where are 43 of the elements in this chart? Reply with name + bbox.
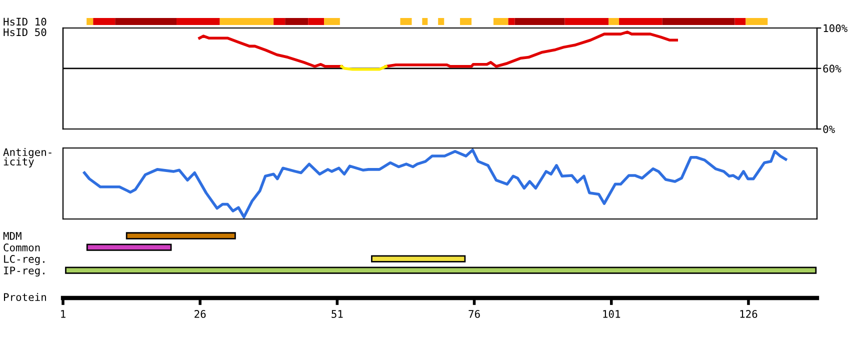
y-tick-label: Common (4, 244, 40, 252)
y2-tick-label: 0% (823, 125, 835, 134)
x-tick-label: 76 (468, 310, 480, 318)
bar (86, 18, 94, 25)
bar (422, 18, 428, 25)
bar (734, 18, 746, 25)
bar (564, 18, 609, 25)
bar (308, 18, 324, 25)
x-tick-label: 101 (603, 310, 620, 318)
bar (508, 18, 515, 25)
bar (514, 18, 565, 25)
y2-tick-label: 100% (824, 24, 848, 32)
x-tick-label: 126 (740, 310, 758, 318)
y2-tick-label: 60% (823, 64, 842, 73)
bar (65, 266, 817, 274)
bar (274, 18, 286, 25)
bar (324, 18, 340, 25)
y-tick-label: IP-reg. (4, 266, 44, 277)
y-tick-label: MDM (3, 232, 22, 240)
bar (493, 18, 508, 25)
bar (220, 18, 274, 25)
bar (115, 18, 177, 25)
y-axis-title: HsID 50 (4, 28, 46, 36)
bar (86, 244, 172, 251)
bar (619, 18, 662, 25)
bar (93, 18, 116, 25)
bar (126, 232, 236, 240)
y-tick-label: HsID 10 (4, 18, 46, 26)
bar (746, 18, 768, 25)
x-tick-label: 51 (332, 310, 343, 318)
bar (285, 18, 308, 25)
bar (608, 18, 620, 25)
x-tick-label: 26 (194, 310, 206, 318)
y-axis-title: Antigen- icity (3, 148, 52, 168)
x-tick-label: 1 (61, 310, 66, 318)
bar (438, 18, 444, 25)
bar (400, 18, 412, 25)
bar (662, 18, 735, 25)
bar (176, 18, 220, 25)
bar (460, 18, 472, 25)
y-tick-label: LC-reg. (4, 255, 44, 265)
bar (371, 255, 466, 262)
x-axis-title: Protein (4, 292, 46, 302)
